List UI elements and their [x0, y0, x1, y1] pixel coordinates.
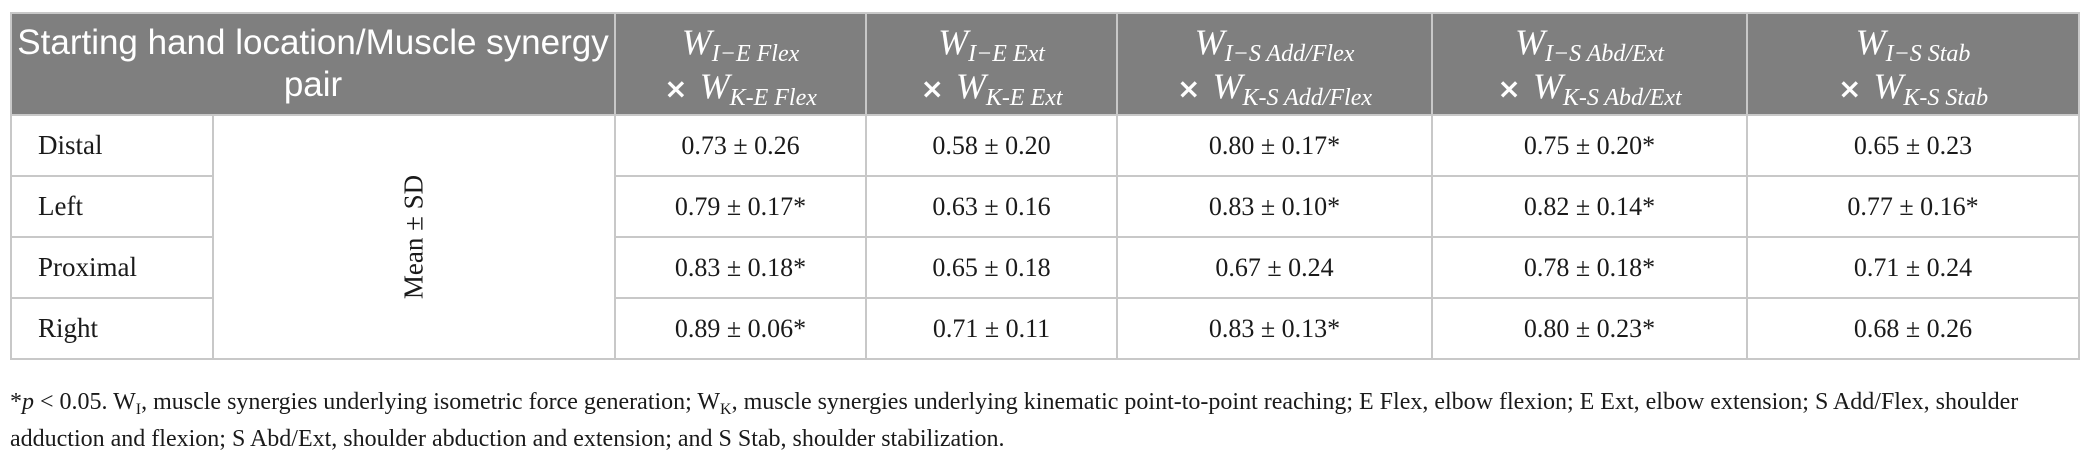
footnote-wk-sub: K [720, 401, 732, 418]
footnote-wi-sub: I [135, 401, 142, 418]
times-symbol: × [1177, 72, 1201, 105]
footnote-wi-text: , muscle synergies underlying isometric … [141, 389, 721, 415]
pair-line-isometric: WI−E Ext [920, 22, 1062, 66]
value-cell: 0.63 ± 0.16 [865, 175, 1119, 238]
w-letter: W [1194, 22, 1225, 62]
synergy-pair-label: WI−E Flex × WK-E Flex [664, 22, 817, 110]
footnote-rest: , muscle synergies underlying kinematic … [10, 389, 2019, 452]
w-subscript: I−S Abd/Ext [1544, 41, 1665, 67]
w-subscript: K-S Abd/Ext [1562, 85, 1682, 111]
pair-line-isometric: WI−S Abd/Ext [1497, 22, 1681, 66]
value-cell: 0.89 ± 0.06* [614, 297, 868, 360]
pair-line-isometric: WI−S Stab [1838, 22, 1988, 66]
w-letter: W [955, 66, 986, 106]
pair-line-kinematic: × WK-S Abd/Ext [1497, 66, 1681, 110]
value-cell: 0.80 ± 0.17* [1116, 114, 1434, 177]
w-letter: W [1212, 66, 1243, 106]
table-body: Distal Mean ± SD 0.73 ± 0.26 0.58 ± 0.20 0.8… [10, 114, 2081, 360]
w-subscript: K-S Add/Flex [1242, 85, 1373, 111]
value-cell: 0.58 ± 0.20 [865, 114, 1119, 177]
w-letter: W [1855, 22, 1886, 62]
location-cell: Right [10, 297, 214, 360]
value-cell: 0.71 ± 0.11 [865, 297, 1119, 360]
w-letter: W [699, 66, 730, 106]
statistic-label: Mean ± SD [398, 174, 429, 300]
value-cell: 0.75 ± 0.20* [1431, 114, 1749, 177]
times-symbol: × [920, 72, 944, 105]
value-cell: 0.65 ± 0.18 [865, 236, 1119, 299]
table-footnote: *p < 0.05. WI, muscle synergies underlyi… [10, 385, 2078, 457]
times-symbol: × [664, 72, 688, 105]
value-cell: 0.67 ± 0.24 [1116, 236, 1434, 299]
value-cell: 0.80 ± 0.23* [1431, 297, 1749, 360]
table-row: Right 0.89 ± 0.06* 0.71 ± 0.11 0.83 ± 0.13*… [10, 297, 2081, 360]
value-cell: 0.83 ± 0.10* [1116, 175, 1434, 238]
synergy-pair-label: WI−S Abd/Ext × WK-S Abd/Ext [1497, 22, 1681, 110]
times-symbol: × [1837, 72, 1862, 105]
value-cell: 0.68 ± 0.26 [1746, 297, 2081, 360]
value-cell: 0.78 ± 0.18* [1431, 236, 1749, 299]
synergy-pair-header: WI−S Abd/Ext × WK-S Abd/Ext [1431, 12, 1749, 116]
pair-line-kinematic: × WK-E Flex [664, 66, 817, 110]
synergy-pair-header: WI−E Flex × WK-E Flex [614, 12, 868, 116]
synergy-similarity-table: Starting hand location/Muscle synergy pa… [9, 12, 2081, 360]
value-cell: 0.83 ± 0.18* [614, 236, 868, 299]
synergy-pair-header: WI−S Stab × WK-S Stab [1746, 12, 2081, 116]
pair-line-kinematic: × WK-S Stab [1837, 66, 1988, 110]
w-letter: W [938, 22, 969, 62]
w-letter: W [1532, 66, 1563, 106]
w-subscript: K-E Ext [985, 85, 1063, 111]
value-cell: 0.79 ± 0.17* [614, 175, 868, 238]
value-cell: 0.77 ± 0.16* [1746, 175, 2081, 238]
value-cell: 0.71 ± 0.24 [1746, 236, 2081, 299]
w-subscript: K-E Flex [729, 85, 817, 111]
synergy-pair-header: WI−E Ext × WK-E Ext [865, 12, 1119, 116]
location-cell: Proximal [10, 236, 214, 299]
pair-line-isometric: WI−S Add/Flex [1177, 22, 1372, 66]
location-cell: Left [10, 175, 214, 238]
value-cell: 0.83 ± 0.13* [1116, 297, 1434, 360]
value-cell: 0.82 ± 0.14* [1431, 175, 1749, 238]
table-row: Left 0.79 ± 0.17* 0.63 ± 0.16 0.83 ± 0.10* 0… [10, 175, 2081, 238]
times-symbol: × [1497, 72, 1521, 105]
location-cell: Distal [10, 114, 214, 177]
pair-line-kinematic: × WK-S Add/Flex [1177, 66, 1372, 110]
statistic-cell: Mean ± SD [211, 114, 617, 360]
w-letter: W [1873, 66, 1904, 106]
table-row: Proximal 0.83 ± 0.18* 0.65 ± 0.18 0.67 ± 0.… [10, 236, 2081, 299]
pair-line-kinematic: × WK-E Ext [920, 66, 1062, 110]
w-subscript: I−S Stab [1885, 41, 1971, 67]
table-row: Distal Mean ± SD 0.73 ± 0.26 0.58 ± 0.20 0.8… [10, 114, 2081, 360]
w-subscript: I−S Add/Flex [1224, 41, 1355, 67]
pair-line-isometric: WI−E Flex [664, 22, 817, 66]
table-title-header: Starting hand location/Muscle synergy pa… [9, 12, 617, 116]
synergy-pair-label: WI−S Add/Flex × WK-S Add/Flex [1177, 22, 1372, 110]
table-header-row: Starting hand location/Muscle synergy pa… [9, 12, 2081, 116]
synergy-pair-header: WI−S Add/Flex × WK-S Add/Flex [1116, 12, 1434, 116]
footnote-star: * [10, 389, 22, 415]
w-subscript: I−E Flex [711, 41, 800, 67]
footnote-p: p [22, 389, 34, 415]
value-cell: 0.65 ± 0.23 [1746, 114, 2081, 177]
synergy-pair-label: WI−E Ext × WK-E Ext [920, 22, 1062, 110]
synergy-pair-label: WI−S Stab × WK-S Stab [1837, 22, 1988, 110]
w-subscript: I−E Ext [968, 41, 1045, 67]
value-cell: 0.73 ± 0.26 [614, 114, 868, 177]
w-subscript: K-S Stab [1903, 85, 1989, 111]
footnote-threshold: < 0.05. W [34, 389, 136, 415]
w-letter: W [1514, 22, 1545, 62]
w-letter: W [681, 22, 712, 62]
